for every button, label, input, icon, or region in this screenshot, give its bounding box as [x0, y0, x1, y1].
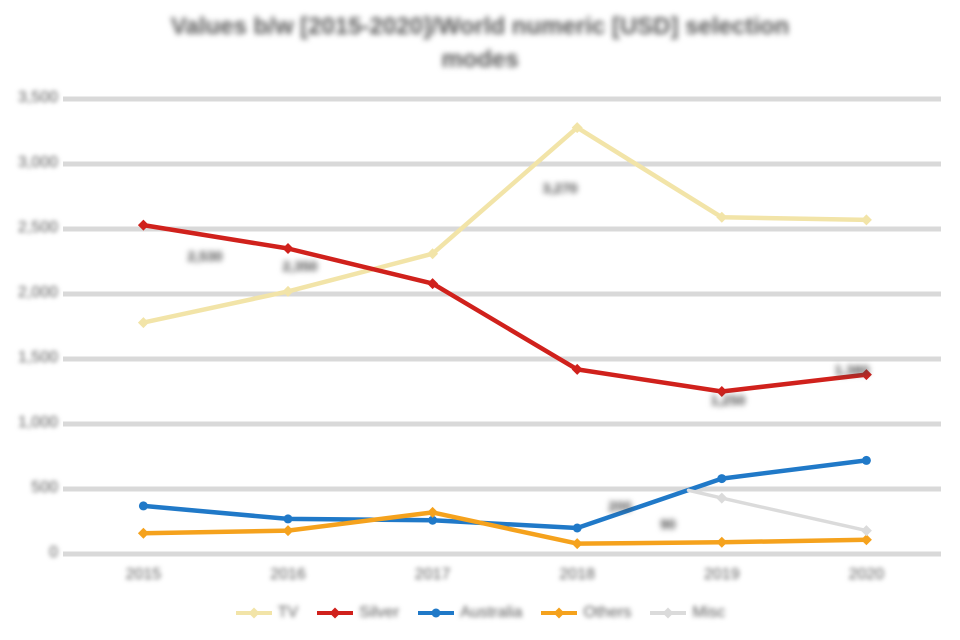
y-tick-label: 1,000: [17, 414, 58, 431]
marker-circle: [572, 523, 582, 533]
series-line-misc: [686, 488, 869, 533]
legend-label: Others: [583, 604, 632, 621]
marker-diamond: [860, 534, 872, 546]
gridline: [63, 486, 941, 492]
y-tick-label: 2,000: [17, 284, 58, 301]
gridline: [63, 421, 941, 427]
legend-marker-icon: [541, 607, 578, 619]
gridline: [63, 161, 941, 167]
y-tick-label: 0: [49, 544, 58, 561]
gridline: [63, 96, 941, 102]
legend-item-australia: Australia: [417, 604, 522, 622]
marker-diamond: [571, 122, 583, 134]
point-label: 1,380: [834, 362, 870, 378]
marker-diamond: [282, 525, 294, 537]
gridline: [63, 356, 941, 362]
legend-marker-icon: [418, 608, 455, 618]
gridline: [63, 291, 941, 297]
marker-diamond: [716, 386, 728, 397]
marker-circle: [717, 474, 727, 484]
marker-diamond: [137, 527, 149, 539]
point-label: 200: [608, 498, 632, 514]
x-tick-label: 2016: [270, 566, 306, 583]
marker-diamond: [716, 211, 728, 223]
gridline: [63, 226, 941, 232]
series-line-others: [141, 510, 869, 546]
y-tick-label: 3,500: [17, 89, 58, 106]
marker-diamond: [137, 317, 149, 329]
marker-diamond: [571, 363, 583, 375]
legend-marker-icon: [650, 607, 687, 619]
marker-circle: [283, 514, 293, 524]
legend-label: Australia: [460, 604, 523, 621]
marker-diamond: [716, 536, 728, 548]
y-tick-label: 1,500: [17, 349, 58, 366]
point-label: 2,530: [187, 248, 223, 264]
marker-diamond: [427, 506, 439, 518]
legend-marker-icon: [317, 607, 354, 619]
legend-label: Misc: [692, 604, 726, 621]
marker-circle: [138, 501, 148, 511]
legend-item-tv: TV: [235, 604, 298, 622]
legend-marker-icon: [235, 607, 272, 619]
marker-diamond: [282, 243, 294, 254]
marker-circle: [428, 515, 438, 525]
chart-title-line2: modes: [441, 46, 519, 73]
legend-label: TV: [277, 604, 299, 621]
legend-item-others: Others: [540, 604, 631, 622]
marker-circle: [861, 455, 871, 465]
series-line-australia: [141, 458, 869, 531]
x-tick-label: 2020: [848, 566, 885, 583]
x-tick-label: 2017: [414, 566, 451, 583]
legend-item-silver: Silver: [316, 604, 399, 622]
chart-title: Values b/w [2015-2020]/World numeric [US…: [0, 10, 960, 76]
legend-item-misc: Misc: [649, 604, 725, 622]
legend-label: Silver: [359, 604, 400, 621]
marker-diamond: [427, 278, 439, 290]
marker-diamond: [716, 492, 728, 504]
series-line-silver: [141, 222, 869, 394]
gridline: [63, 551, 941, 557]
marker-diamond: [427, 248, 439, 260]
marker-diamond: [137, 219, 149, 231]
point-label: 3,270: [542, 180, 578, 196]
x-tick-label: 2015: [125, 566, 162, 583]
point-label: 2,350: [282, 258, 318, 274]
marker-diamond: [860, 525, 872, 537]
y-tick-label: 2,500: [17, 219, 58, 236]
legend: TV Silver Australia Others Misc: [0, 600, 960, 626]
marker-diamond: [860, 214, 872, 226]
marker-diamond: [860, 369, 872, 381]
series-line-tv: [141, 125, 869, 325]
point-label: 1,250: [710, 392, 746, 408]
marker-diamond: [571, 538, 583, 550]
marker-diamond: [282, 285, 294, 297]
point-label: 90: [660, 516, 676, 532]
chart-title-line1: Values b/w [2015-2020]/World numeric [US…: [170, 13, 790, 40]
x-tick-label: 2019: [704, 566, 740, 583]
y-tick-label: 3,000: [17, 154, 58, 171]
y-tick-label: 500: [31, 479, 58, 496]
x-tick-label: 2018: [559, 566, 595, 583]
